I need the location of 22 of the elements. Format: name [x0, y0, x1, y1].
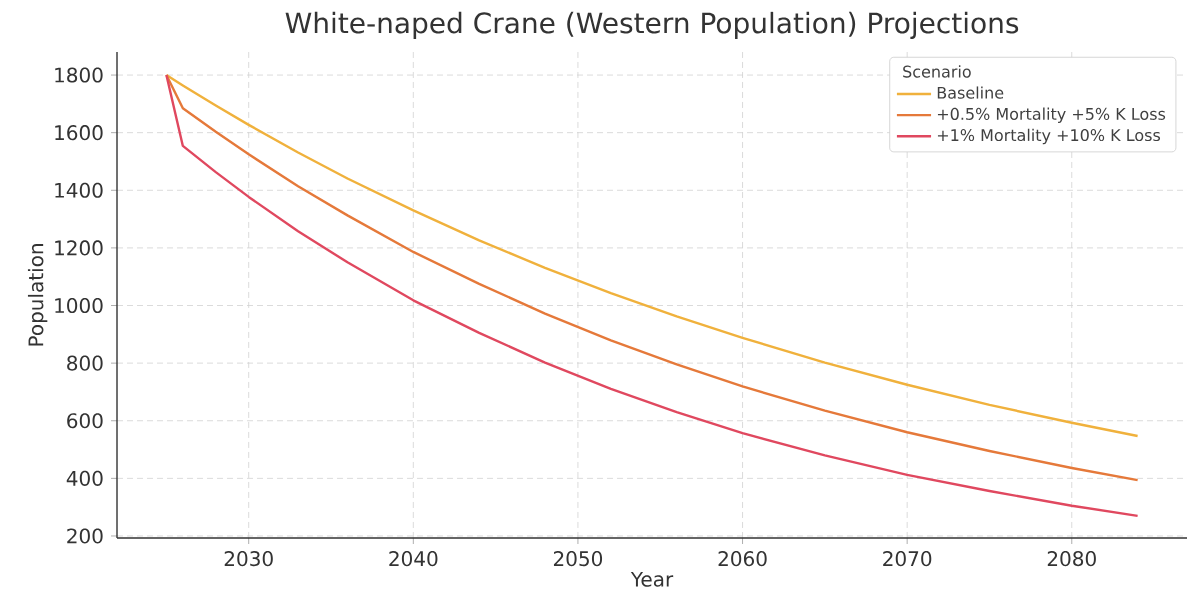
y-tick-label: 1400	[55, 182, 103, 198]
y-tick-label: 400	[66, 470, 103, 486]
y-tick-label: 1000	[55, 297, 103, 314]
chart-title: White-naped Crane (Western Population) Projections	[285, 11, 1019, 39]
y-tick-label: 1800	[55, 67, 103, 83]
legend-label: +0.5% Mortality +5% K Loss	[937, 107, 1166, 124]
y-tick-label: 200	[67, 528, 103, 544]
legend-label: +1% Mortality +10% K Loss	[937, 128, 1161, 145]
y-tick-label: 800	[67, 355, 103, 371]
x-tick-label: 2050	[553, 551, 603, 567]
y-tick-label: 1200	[55, 240, 103, 256]
legend-label: Baseline	[937, 86, 1004, 99]
legend-title: Scenario	[903, 65, 971, 78]
x-tick-label: 2040	[389, 551, 438, 567]
x-tick-label: 2060	[718, 551, 767, 567]
y-tick-label: 600	[67, 413, 103, 429]
x-tick-label: 2080	[1047, 551, 1096, 567]
x-tick-label: 2070	[883, 551, 932, 567]
y-tick-label: 1600	[55, 125, 103, 141]
x-tick-label: 2030	[224, 551, 273, 567]
x-axis-title: Year	[630, 571, 674, 587]
y-axis-title: Population	[27, 244, 48, 346]
